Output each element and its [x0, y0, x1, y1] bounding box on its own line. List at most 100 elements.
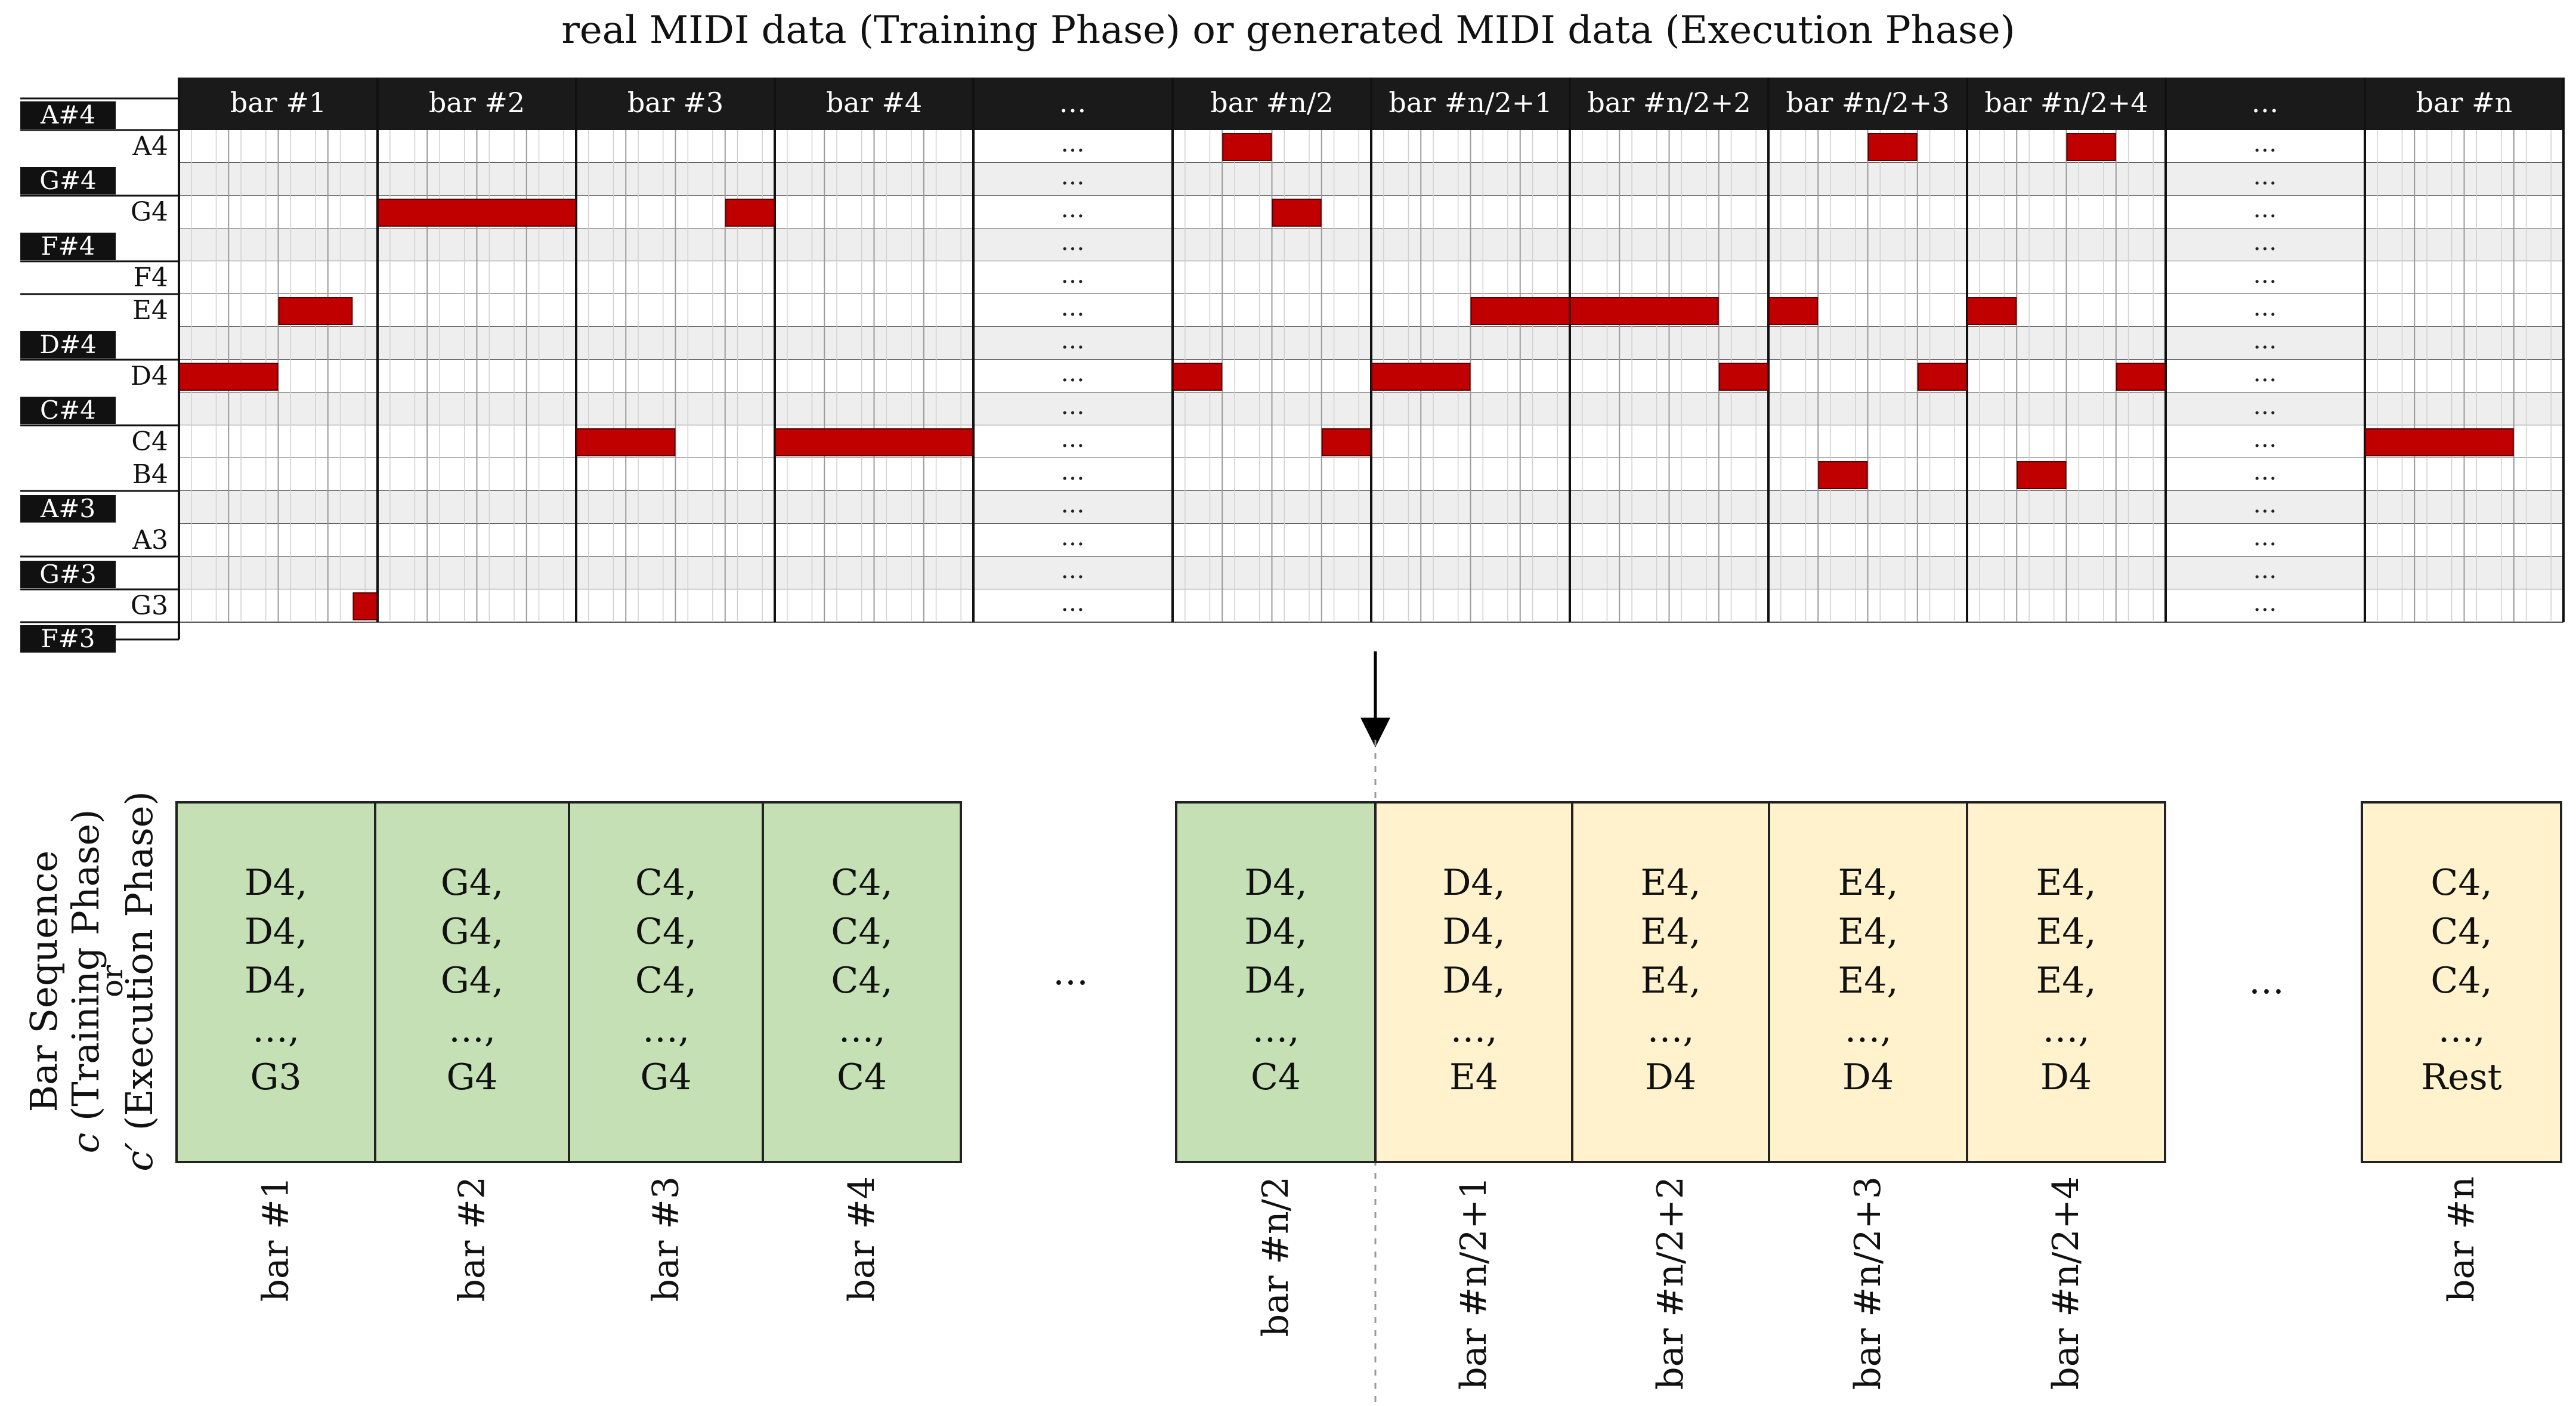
white-key-label: B4: [132, 459, 168, 490]
sequence-cell-1: [175, 801, 376, 1163]
sequence-cell-value: C4,: [2430, 911, 2492, 953]
sequence-cell-4: [762, 801, 962, 1163]
sequence-cell-value: D4,: [245, 862, 307, 904]
sequence-cell-value: D4,: [1442, 960, 1505, 1002]
sequence-cell-value: C4,: [635, 960, 697, 1002]
sequence-bar-label: bar #n/2+3: [1847, 1176, 1889, 1390]
axis-label-line2: c (Training Phase): [64, 809, 107, 1154]
sequence-cell-5: [1175, 801, 1377, 1163]
sequence-cell-value: D4,: [1244, 862, 1307, 904]
note-b4-bar9: [1818, 461, 1868, 489]
row-ellipsis: …: [1061, 163, 1085, 190]
sequence-cell-8: [1768, 801, 1968, 1163]
note-e4-bar9: [1768, 297, 1819, 325]
row-ellipsis: …: [2253, 327, 2277, 354]
row-ellipsis: …: [2253, 425, 2277, 453]
sequence-cell-value: C4,: [831, 960, 892, 1002]
white-key-label: A4: [132, 131, 168, 162]
axis-label-line1: Bar Sequence: [22, 851, 66, 1113]
sequence-cell-value: …,: [838, 1009, 885, 1050]
white-key-label: G3: [131, 591, 168, 621]
bar-header-label: bar #2: [429, 86, 525, 119]
row-ellipsis: …: [1061, 491, 1085, 518]
row-ellipsis: …: [1061, 130, 1085, 157]
sequence-ellipsis: …: [2249, 960, 2284, 1002]
bar-header-label: bar #n/2: [1210, 86, 1333, 119]
black-key-label: F#3: [41, 624, 95, 653]
sequence-cell-value: D4: [1645, 1056, 1696, 1098]
sequence-cell-value: C4,: [831, 911, 892, 953]
black-key-ds4: [20, 331, 116, 359]
black-key-label: A#4: [40, 100, 95, 129]
note-g4-bar2: [378, 199, 576, 227]
sequence-cell-value: E4,: [2036, 862, 2096, 904]
white-key-label: C4: [131, 427, 168, 457]
sequence-cell-value: D4: [1842, 1056, 1894, 1098]
sequence-cell-value: E4,: [1838, 960, 1898, 1002]
white-key-label: E4: [132, 295, 168, 326]
bar-header-label: …: [2252, 86, 2279, 119]
bar-header-label: bar #n/2+4: [1984, 86, 2148, 119]
row-ellipsis: …: [1061, 458, 1085, 486]
sequence-cell-value: D4,: [1442, 862, 1505, 904]
sequence-bar-label: bar #n/2+2: [1650, 1176, 1691, 1390]
note-d4-bar10: [2116, 363, 2166, 391]
sequence-bar-label: bar #n/2: [1255, 1176, 1297, 1337]
row-ellipsis: …: [1061, 360, 1085, 387]
axis-label-var-c-prime: c′: [117, 1142, 161, 1172]
black-key-label: G#3: [39, 560, 96, 589]
sequence-cell-value: …,: [1252, 1009, 1299, 1050]
row-ellipsis: …: [1061, 196, 1085, 223]
sequence-cell-value: D4: [2040, 1056, 2092, 1098]
row-ellipsis: …: [2253, 261, 2277, 289]
white-key-label: G4: [131, 197, 168, 227]
sequence-cell-value: …,: [2438, 1009, 2485, 1050]
row-ellipsis: …: [2253, 360, 2277, 387]
black-key-label: C#4: [40, 395, 96, 425]
row-ellipsis: …: [1061, 524, 1085, 551]
axis-label-training: (Training Phase): [64, 809, 107, 1133]
sequence-cell-value: D4,: [1244, 911, 1307, 953]
axis-label-line3: c′ (Execution Phase): [117, 791, 161, 1171]
note-a4-bar9: [1867, 133, 1918, 161]
sequence-cell-value: G4,: [441, 911, 503, 953]
note-a4-bar10: [2066, 133, 2116, 161]
sequence-cell-value: …,: [1647, 1009, 1694, 1050]
black-key-label: G#4: [39, 166, 96, 195]
bar-header-label: bar #3: [627, 86, 723, 119]
row-ellipsis: …: [2253, 163, 2277, 190]
row-ellipsis: …: [1061, 557, 1085, 584]
row-ellipsis: …: [1061, 261, 1085, 289]
sequence-bar-label: bar #n/2+1: [1453, 1176, 1495, 1390]
sequence-cell-value: C4,: [635, 911, 697, 953]
sequence-cell-value: D4,: [245, 960, 307, 1002]
sequence-cell-value: C4,: [2430, 960, 2492, 1002]
sequence-cell-10: [2361, 801, 2562, 1163]
white-key-label: D4: [131, 361, 168, 391]
sequence-cell-value: G3: [250, 1056, 301, 1098]
black-key-label: D#4: [39, 330, 97, 359]
note-a4-bar6: [1222, 133, 1272, 161]
row-ellipsis: …: [2253, 557, 2277, 584]
sequence-cell-value: …,: [449, 1009, 496, 1050]
sequence-cell-value: …,: [1844, 1009, 1891, 1050]
bar-header-label: bar #n/2+3: [1786, 86, 1949, 119]
sequence-cell-3: [568, 801, 764, 1163]
note-c4-bar12: [2365, 428, 2514, 456]
black-key-label: F#4: [41, 231, 95, 261]
row-ellipsis: …: [1061, 228, 1085, 256]
bar-sequence: D4, D4, D4, …, G3 bar #1 G4, G4, G4, …, G4 bar #2 C4…: [22, 791, 2562, 1390]
sequence-bar-label: bar #2: [452, 1176, 493, 1302]
row-ellipsis: …: [1061, 294, 1085, 322]
sequence-cell-value: …,: [2042, 1009, 2089, 1050]
note-d4-bar6: [1173, 363, 1223, 391]
sequence-cell-value: E4,: [2036, 960, 2096, 1002]
sequence-cell-9: [1966, 801, 2166, 1163]
diagram-title: real MIDI data (Training Phase) or gener…: [561, 8, 2015, 52]
sequence-cell-value: E4,: [1838, 862, 1898, 904]
row-ellipsis: …: [1061, 425, 1085, 453]
sequence-bar-label: bar #4: [841, 1176, 883, 1302]
sequence-bar-label: bar #n: [2441, 1176, 2482, 1302]
row-ellipsis: …: [2253, 294, 2277, 322]
sequence-cell-value: D4,: [1244, 960, 1307, 1002]
